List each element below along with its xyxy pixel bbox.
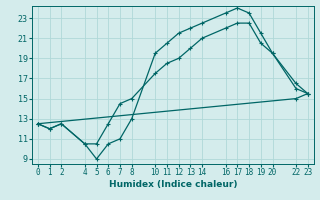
X-axis label: Humidex (Indice chaleur): Humidex (Indice chaleur) [108,180,237,189]
